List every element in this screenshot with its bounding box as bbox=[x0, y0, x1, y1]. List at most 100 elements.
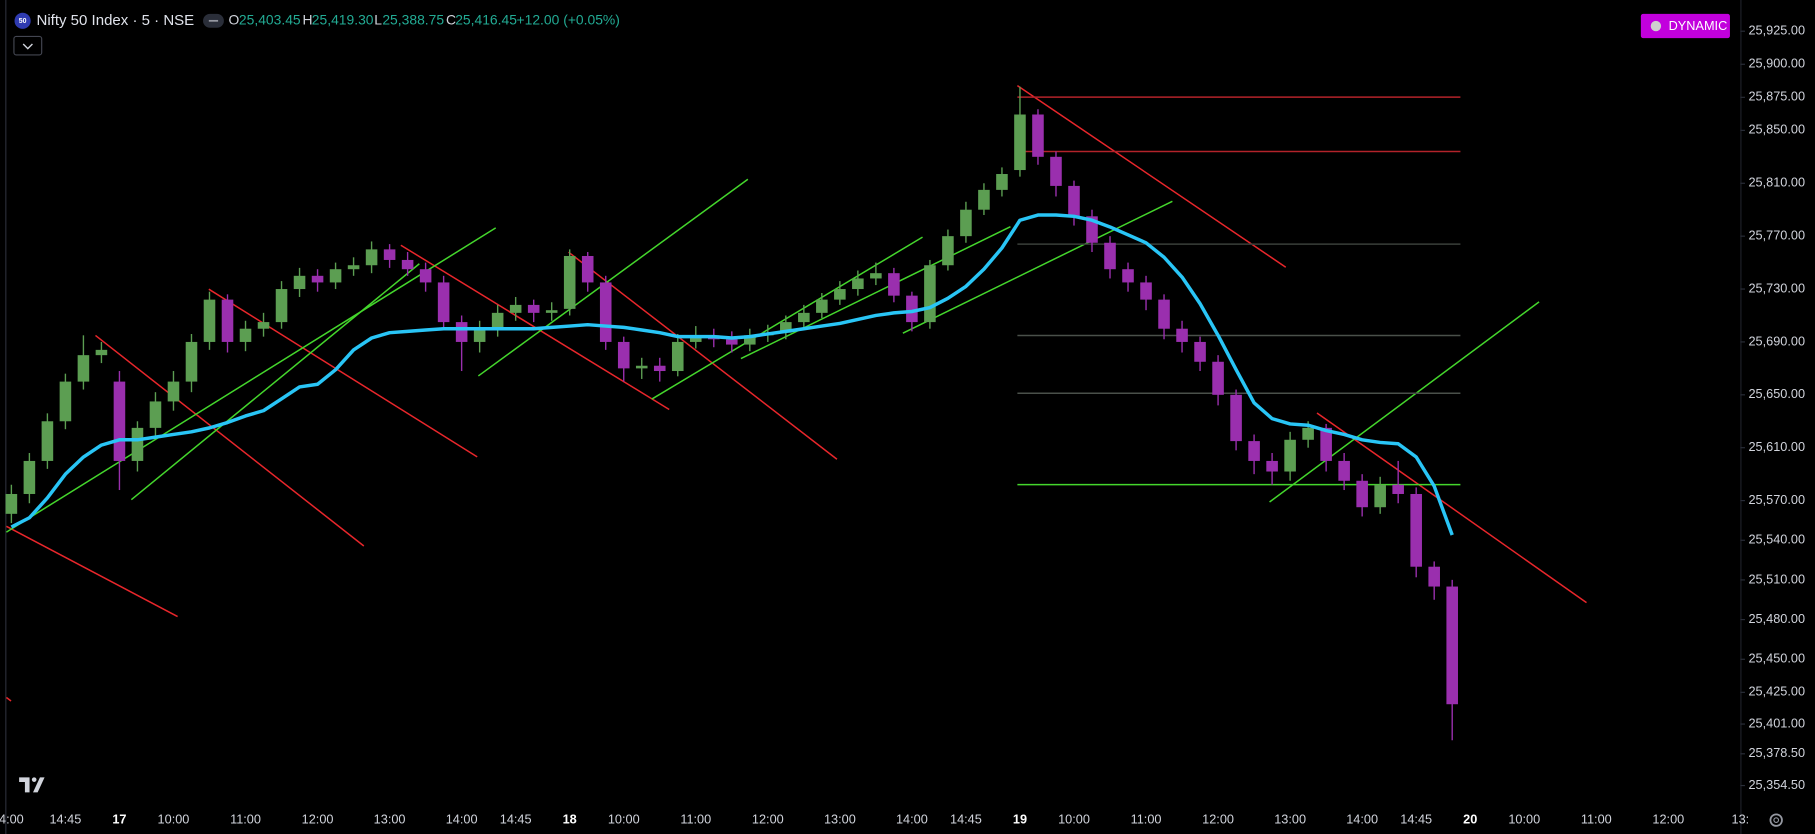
candle-body bbox=[1428, 566, 1440, 587]
y-tick-label: 25,850.00 bbox=[1748, 122, 1805, 137]
candle-body bbox=[563, 255, 576, 309]
candle-body bbox=[95, 349, 108, 356]
candle-body bbox=[1392, 484, 1404, 494]
trendline bbox=[6, 227, 497, 533]
candle-body bbox=[1356, 480, 1368, 508]
y-tick-label: 25,770.00 bbox=[1748, 228, 1805, 243]
candle-body bbox=[1194, 341, 1206, 362]
badge-dot bbox=[1650, 20, 1662, 32]
gear-hub bbox=[1773, 817, 1780, 824]
candle-body bbox=[329, 269, 342, 283]
candle-body bbox=[257, 322, 270, 329]
candle-body bbox=[1104, 242, 1116, 270]
y-tick-label: 25,540.00 bbox=[1748, 532, 1805, 547]
open-key: O bbox=[229, 11, 240, 27]
trendline bbox=[95, 334, 365, 547]
candle-body bbox=[1140, 282, 1152, 300]
y-tick-label: 25,354.50 bbox=[1748, 777, 1805, 792]
candle-body bbox=[798, 312, 810, 323]
candle-body bbox=[1248, 441, 1260, 461]
x-tick-label: 10:00 bbox=[608, 811, 640, 826]
candle-body bbox=[689, 335, 702, 342]
x-tick-label: 12:00 bbox=[1652, 811, 1684, 826]
candle-body bbox=[5, 493, 18, 514]
candle-body bbox=[41, 421, 54, 461]
x-tick-label: 13:00 bbox=[1274, 811, 1306, 826]
candle-body bbox=[1032, 114, 1044, 157]
badge-text: DYNAMIC bbox=[1669, 18, 1728, 33]
trendline bbox=[130, 263, 420, 501]
y-tick-label: 25,875.00 bbox=[1748, 89, 1805, 104]
candle-body bbox=[473, 328, 486, 342]
trendline bbox=[651, 236, 923, 400]
candle-body bbox=[1014, 114, 1026, 171]
candle-body bbox=[635, 365, 648, 369]
x-tick-label: 12:00 bbox=[302, 811, 334, 826]
drawings bbox=[5, 84, 1587, 702]
x-tick-label: 11:00 bbox=[1581, 811, 1612, 826]
candle-body bbox=[617, 341, 630, 369]
trendline bbox=[5, 696, 12, 702]
y-tick-label: 25,510.00 bbox=[1748, 571, 1805, 586]
x-tick-label: 12:00 bbox=[1202, 811, 1234, 826]
candle-body bbox=[599, 282, 612, 342]
candle-body bbox=[1158, 299, 1170, 329]
y-tick-label: 25,730.00 bbox=[1748, 280, 1805, 295]
x-tick-label: 19 bbox=[1013, 811, 1027, 826]
candle-body bbox=[1122, 269, 1134, 283]
y-tick-label: 25,925.00 bbox=[1748, 23, 1805, 38]
plot bbox=[5, 86, 1458, 741]
candle-body bbox=[671, 341, 684, 372]
candle-body bbox=[581, 255, 594, 283]
symbol-title: Nifty 50 Index · 5 · NSE bbox=[36, 12, 194, 29]
x-tick-label: 13: bbox=[1732, 811, 1750, 826]
high-key: H bbox=[303, 11, 313, 27]
candle-body bbox=[149, 401, 162, 428]
x-tick-label: 14:00 bbox=[1346, 811, 1378, 826]
candle-body bbox=[1284, 439, 1296, 472]
candle-body bbox=[185, 341, 198, 382]
candle-body bbox=[365, 249, 378, 266]
candle-body bbox=[978, 189, 990, 210]
symbol-logo bbox=[14, 12, 31, 29]
high-value: 25,419.30 bbox=[312, 11, 374, 27]
tv-logo-dot bbox=[31, 777, 37, 782]
x-tick-label: 10:00 bbox=[158, 811, 190, 826]
candle-body bbox=[239, 328, 252, 342]
candle-body bbox=[275, 289, 288, 323]
candle-body bbox=[293, 275, 306, 290]
trendline bbox=[477, 178, 749, 377]
x-tick-label: 11:00 bbox=[1131, 811, 1162, 826]
candle-body bbox=[455, 322, 468, 342]
x-tick-label: 18 bbox=[563, 811, 577, 826]
candle-body bbox=[1230, 394, 1242, 442]
x-tick-label: 14:45 bbox=[50, 811, 82, 826]
candle-body bbox=[347, 265, 360, 270]
y-tick-label: 25,425.00 bbox=[1748, 684, 1805, 699]
candle-body bbox=[509, 304, 522, 313]
y-tick-label: 25,610.00 bbox=[1748, 439, 1805, 454]
x-tick-label: 14:45 bbox=[1400, 811, 1432, 826]
collapse-button[interactable] bbox=[13, 35, 43, 56]
candle-body bbox=[113, 381, 126, 461]
close-value: 25,416.45 bbox=[455, 11, 517, 27]
badge[interactable] bbox=[1640, 13, 1730, 39]
x-tick-label: 17 bbox=[112, 811, 126, 826]
trendline bbox=[568, 251, 838, 460]
candle-body bbox=[1338, 460, 1350, 481]
close-key: C bbox=[446, 11, 456, 27]
candle-body bbox=[1050, 156, 1062, 186]
candle-body bbox=[924, 265, 936, 323]
candle-body bbox=[545, 310, 558, 313]
candle-body bbox=[726, 339, 738, 345]
candle-body bbox=[744, 335, 756, 345]
candle-body bbox=[1086, 216, 1098, 243]
candle-body bbox=[77, 355, 90, 382]
moving-average bbox=[10, 213, 1454, 536]
x-tick-label: 14:45 bbox=[950, 811, 982, 826]
candle-body bbox=[942, 236, 954, 266]
candle-body bbox=[996, 174, 1008, 190]
candle-body bbox=[203, 299, 216, 342]
settings-icon[interactable] bbox=[1769, 813, 1783, 827]
